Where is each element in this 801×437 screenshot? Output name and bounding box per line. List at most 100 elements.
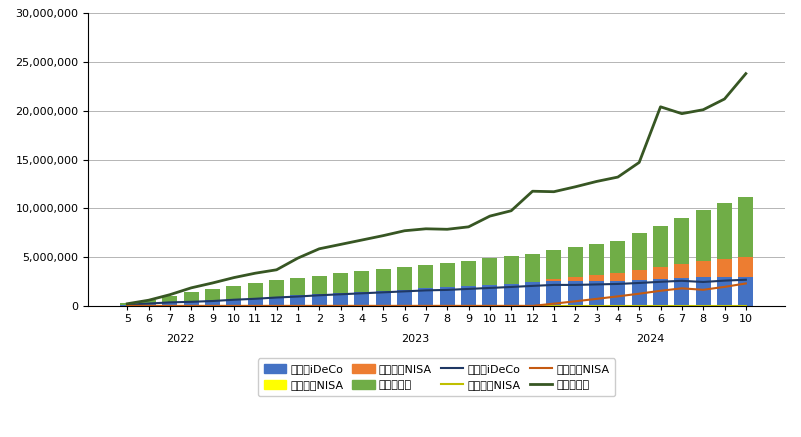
評価額特定 xyxy=(549,189,558,194)
Bar xyxy=(739,257,753,277)
評価額特定 xyxy=(143,298,153,303)
評価額旧NISA xyxy=(187,303,196,309)
Bar xyxy=(504,257,519,284)
評価額特定 xyxy=(293,256,303,261)
Bar xyxy=(269,280,284,297)
評価額iDeCo xyxy=(634,281,644,286)
Bar xyxy=(739,277,753,306)
評価額新NISA xyxy=(741,281,751,286)
評価額旧NISA xyxy=(677,303,686,309)
評価額特定 xyxy=(421,226,431,232)
評価額旧NISA xyxy=(506,303,516,309)
Bar xyxy=(354,292,369,306)
評価額旧NISA xyxy=(143,303,153,309)
Bar xyxy=(461,286,476,306)
評価額特定 xyxy=(187,285,196,291)
評価額iDeCo xyxy=(464,286,473,291)
Bar xyxy=(120,305,135,306)
評価額旧NISA xyxy=(442,303,452,309)
評価額新NISA xyxy=(357,303,367,309)
Bar xyxy=(525,282,540,306)
評価額新NISA xyxy=(592,296,602,302)
評価額旧NISA xyxy=(464,303,473,309)
評価額特定 xyxy=(315,246,324,251)
評価額特定 xyxy=(464,224,473,229)
Bar xyxy=(397,289,412,306)
Bar xyxy=(674,218,690,264)
評価額新NISA xyxy=(613,294,622,299)
Bar xyxy=(312,294,327,306)
評価額iDeCo xyxy=(549,282,558,288)
評価額新NISA xyxy=(506,303,516,309)
Bar xyxy=(461,260,476,286)
評価額新NISA xyxy=(549,301,558,306)
評価額新NISA xyxy=(229,303,239,309)
評価額新NISA xyxy=(207,303,217,309)
評価額新NISA xyxy=(421,303,431,309)
評価額iDeCo xyxy=(656,279,666,284)
評価額iDeCo xyxy=(613,281,622,287)
Bar xyxy=(205,289,220,300)
Bar xyxy=(632,271,646,280)
評価額iDeCo xyxy=(229,297,239,302)
Text: 2024: 2024 xyxy=(636,334,664,343)
評価額iDeCo xyxy=(720,278,730,283)
評価額iDeCo xyxy=(315,293,324,298)
評価額特定 xyxy=(378,233,388,238)
Line: 評価額新NISA: 評価額新NISA xyxy=(127,284,746,306)
評価額旧NISA xyxy=(485,303,495,309)
評価額特定 xyxy=(528,189,537,194)
評価額iDeCo xyxy=(336,291,345,297)
評価額旧NISA xyxy=(613,303,622,309)
評価額新NISA xyxy=(634,291,644,296)
Bar xyxy=(141,300,156,304)
評価額旧NISA xyxy=(336,303,345,309)
評価額特定 xyxy=(677,111,686,116)
Bar xyxy=(183,301,199,306)
Bar xyxy=(397,267,412,289)
評価額旧NISA xyxy=(123,303,132,309)
評価額特定 xyxy=(251,271,260,276)
評価額新NISA xyxy=(336,303,345,309)
評価額旧NISA xyxy=(549,303,558,309)
評価額特定 xyxy=(698,107,708,112)
Bar xyxy=(717,259,732,277)
評価額旧NISA xyxy=(272,303,281,309)
Bar xyxy=(418,288,433,306)
評価額旧NISA xyxy=(634,303,644,309)
評価額特定 xyxy=(442,227,452,232)
評価額iDeCo xyxy=(272,295,281,300)
評価額特定 xyxy=(592,179,602,184)
評価額旧NISA xyxy=(592,303,602,309)
評価額特定 xyxy=(400,228,409,233)
Bar xyxy=(376,291,391,306)
Bar xyxy=(674,264,690,278)
評価額新NISA xyxy=(251,303,260,309)
評価額iDeCo xyxy=(528,283,537,288)
Bar xyxy=(248,283,263,298)
評価額新NISA xyxy=(272,303,281,309)
Text: 2022: 2022 xyxy=(167,334,195,343)
Bar xyxy=(227,286,241,299)
評価額特定 xyxy=(613,174,622,180)
Bar xyxy=(376,269,391,291)
評価額新NISA xyxy=(187,303,196,309)
評価額旧NISA xyxy=(656,303,666,309)
評価額新NISA xyxy=(698,287,708,292)
Bar xyxy=(653,279,668,306)
Bar xyxy=(227,299,241,306)
評価額iDeCo xyxy=(207,298,217,304)
評価額旧NISA xyxy=(378,303,388,309)
Bar xyxy=(163,302,177,306)
評価額iDeCo xyxy=(123,302,132,307)
Bar xyxy=(717,277,732,306)
Bar xyxy=(333,293,348,306)
評価額旧NISA xyxy=(400,303,409,309)
Bar xyxy=(269,297,284,306)
評価額iDeCo xyxy=(143,301,153,306)
評価額新NISA xyxy=(720,284,730,289)
評価額新NISA xyxy=(570,299,580,304)
評価額旧NISA xyxy=(741,303,751,309)
評価額旧NISA xyxy=(251,303,260,309)
評価額新NISA xyxy=(528,303,537,309)
